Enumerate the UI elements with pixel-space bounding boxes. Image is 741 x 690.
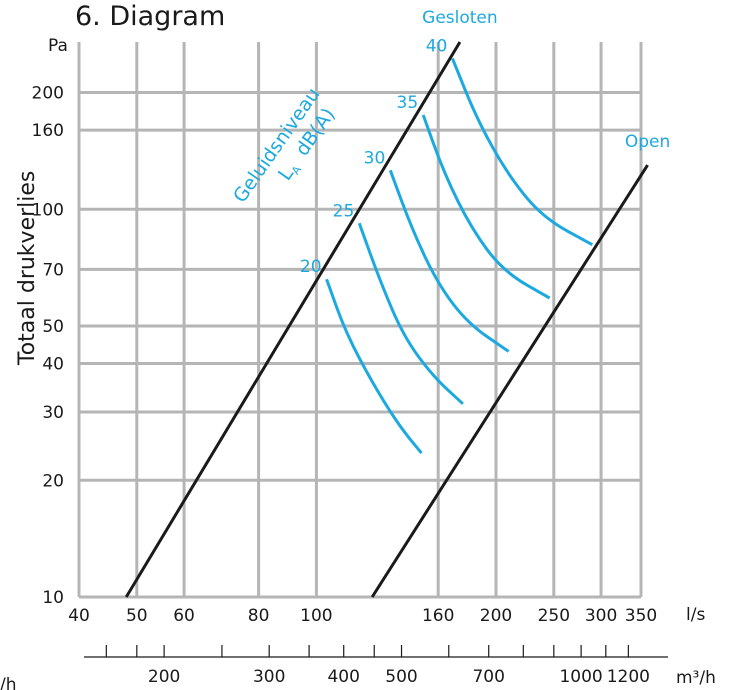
noise-curve bbox=[390, 170, 508, 351]
chart-title: 6. Diagram bbox=[75, 1, 225, 32]
x-tick-label: 160 bbox=[422, 606, 454, 626]
x2-tick-label: 1200 bbox=[607, 667, 650, 687]
x-tick-label: 100 bbox=[300, 606, 332, 626]
x-tick-label: 50 bbox=[126, 606, 148, 626]
x2-unit-label: m³/h bbox=[676, 668, 716, 688]
x-tick-label: 40 bbox=[68, 606, 90, 626]
noise-curve-label: 30 bbox=[364, 148, 386, 168]
y-tick-label: 20 bbox=[42, 471, 64, 491]
x2-tick-label: 500 bbox=[385, 667, 417, 687]
x-tick-label: 250 bbox=[538, 606, 570, 626]
y-tick-label: 30 bbox=[42, 403, 64, 423]
noise-curves: 20 25 30 35 40 bbox=[300, 36, 592, 453]
x-tick-label: 300 bbox=[585, 606, 617, 626]
x-tick-labels: 40 50 60 80 100 160 200 250 300 350 bbox=[68, 606, 657, 626]
y-tick-label: 160 bbox=[32, 121, 64, 141]
noise-curve-label: 25 bbox=[333, 201, 355, 221]
x-unit-label: l/s bbox=[686, 605, 705, 625]
grid bbox=[79, 42, 641, 597]
x2-tick-label: 300 bbox=[253, 667, 285, 687]
x-tick-label: 80 bbox=[248, 606, 270, 626]
boundary-label: Open bbox=[625, 132, 670, 152]
x2-partial-label: /h bbox=[0, 675, 17, 690]
boundary-label: Gesloten bbox=[422, 8, 498, 28]
x-tick-label: 60 bbox=[173, 606, 195, 626]
y-axis-label: Totaal drukverlies bbox=[15, 171, 40, 366]
x2-tick-label: 400 bbox=[327, 667, 359, 687]
x-tick-label: 350 bbox=[625, 606, 657, 626]
x2-tick-label: 200 bbox=[148, 667, 180, 687]
y-tick-label: 200 bbox=[32, 84, 64, 104]
noise-curve-caption: Geluidsniveau LA dB(A) bbox=[229, 84, 346, 222]
noise-curve-label: 35 bbox=[397, 93, 419, 113]
y-tick-label: 40 bbox=[42, 355, 64, 375]
x2-tick-label: 1000 bbox=[559, 667, 602, 687]
noise-curve bbox=[359, 223, 463, 403]
noise-curve-label: 40 bbox=[426, 36, 448, 56]
y-tick-label: 70 bbox=[42, 260, 64, 280]
noise-curve bbox=[452, 58, 592, 244]
x-tick-label: 200 bbox=[480, 606, 512, 626]
x2-tick-label: 700 bbox=[472, 667, 504, 687]
x2-axis: 200 300 400 500 700 1000 1200 bbox=[84, 645, 668, 687]
y-tick-label: 10 bbox=[42, 588, 64, 608]
y-tick-label: 50 bbox=[42, 317, 64, 337]
noise-curve-label: 20 bbox=[300, 257, 322, 277]
y-unit-label: Pa bbox=[48, 36, 68, 56]
noise-curve bbox=[327, 279, 422, 453]
